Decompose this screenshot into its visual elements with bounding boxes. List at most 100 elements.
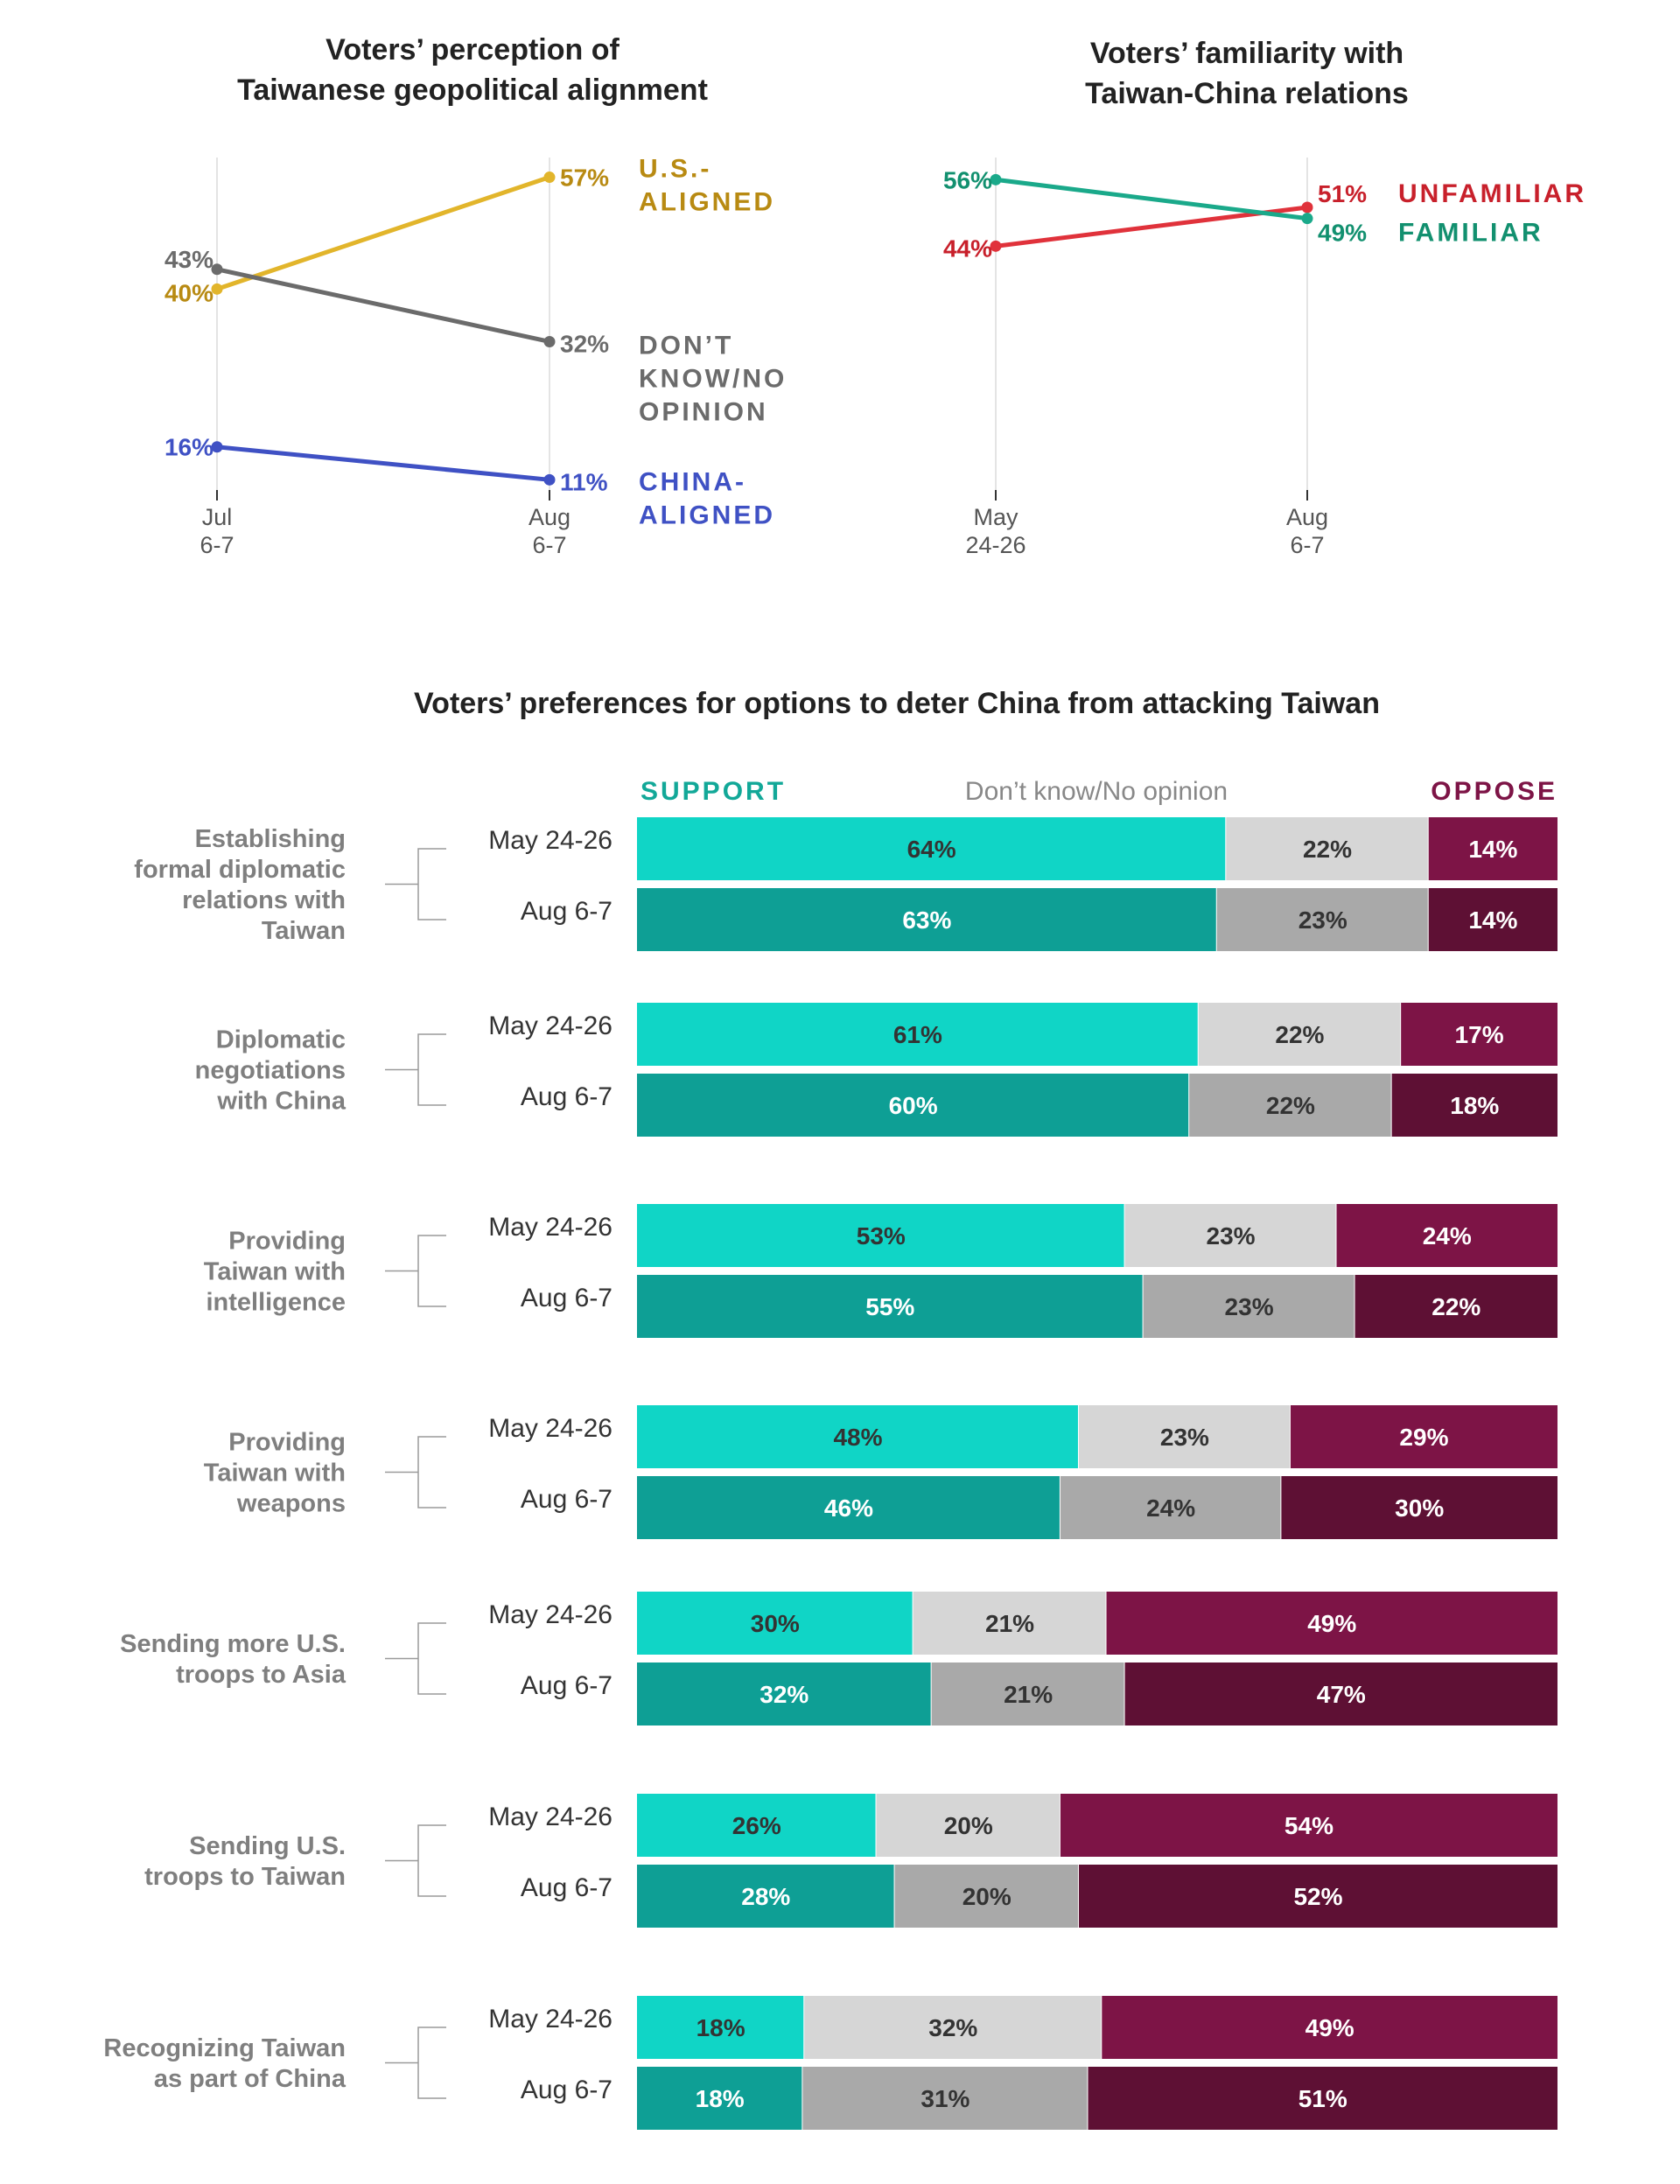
group-7-row-1-segment-support (637, 1996, 805, 2059)
group-7-row-1-segment-dont-know (804, 1996, 1102, 2059)
group-2-row-2-segment-support (637, 1074, 1190, 1137)
group-5-row-2-segment-label: 32% (760, 1681, 808, 1708)
group-7-row-1-segment-label: 18% (696, 2014, 746, 2041)
group-4-row-2-segment-support (637, 1476, 1060, 1539)
group-1-category-label: relations with (182, 886, 346, 914)
group-3-row-2-segment-dont-know (1143, 1275, 1355, 1338)
group-3-bracket (385, 1235, 446, 1307)
group-6: Sending U.S. troops to Taiwan May 24-26 26%… (144, 1794, 1558, 1928)
group-7-category-label: as part of China (154, 2065, 346, 2093)
group-2: Diplomatic negotiations with China May 24-2… (195, 1003, 1558, 1137)
group-5-row-1-segment-label: 49% (1307, 1610, 1356, 1637)
group-7-row-2-segment-label: 31% (920, 2085, 970, 2112)
slope-chart-1-x-tick-label: Jul (202, 504, 233, 530)
group-4-row-1-segment-label: 23% (1160, 1424, 1209, 1451)
slope-chart-2: Voters’ familiarity with Taiwan-China rel… (943, 37, 1584, 558)
group-3-row-2-segment-oppose (1354, 1275, 1558, 1338)
slope-chart-2-series-familiar-value-label: 56% (943, 166, 992, 193)
group-3-row-2-segment-label: 23% (1225, 1293, 1274, 1320)
slope-chart-1-title: Taiwanese geopolitical alignment (237, 74, 708, 107)
group-3-row-1-segment-support (637, 1204, 1125, 1267)
group-6-row-1-segment-support (637, 1794, 877, 1857)
group-5-row-1-date-label: May 24-26 (488, 1600, 612, 1629)
group-5-row-1-segment-label: 21% (985, 1610, 1034, 1637)
slope-chart-2-series-unfamiliar-value-label: 44% (943, 234, 992, 262)
group-5-row-2-date-label: Aug 6-7 (521, 1671, 612, 1700)
group-4-row-1-segment-dont-know (1078, 1405, 1291, 1468)
legend-oppose: OPPOSE (1431, 777, 1558, 806)
group-1-row-1-segment-label: 22% (1303, 836, 1352, 863)
group-6-row-1-segment-label: 54% (1284, 1812, 1334, 1839)
group-4-row-1-date-label: May 24-26 (488, 1414, 612, 1443)
slope-chart-1-x-tick-label: 6-7 (532, 532, 566, 558)
group-1-category-label: Establishing (195, 825, 346, 853)
group-5-row-2-segment-label: 47% (1317, 1681, 1366, 1708)
slope-chart-1-series-china-aligned-value-label: 11% (560, 468, 608, 495)
group-3-category-label: intelligence (206, 1289, 346, 1317)
group-5-row-1-segment-oppose (1106, 1592, 1558, 1655)
group-7-row-1-date-label: May 24-26 (488, 2005, 612, 2034)
group-3-row-2-date-label: Aug 6-7 (521, 1284, 612, 1312)
slope-chart-2-series-unfamiliar-point (990, 240, 1002, 252)
slope-chart-1-series-u-s-aligned-name-label: U.S.- (639, 155, 711, 184)
group-1-category-label: Taiwan (262, 917, 346, 945)
group-3-row-1-segment-oppose (1336, 1204, 1558, 1267)
group-6-category-label: troops to Taiwan (144, 1863, 346, 1891)
group-1-row-1-segment-support (637, 817, 1227, 880)
slope-chart-1-series-china-aligned-point (211, 441, 223, 453)
group-4-row-2-segment-label: 30% (1395, 1494, 1444, 1522)
group-2-category-label: with China (216, 1088, 346, 1116)
slope-chart-1-series-don-t-know-no-opinion-value-label: 43% (164, 246, 214, 273)
group-1-row-1-segment-label: 64% (907, 836, 956, 863)
group-3-row-1-segment-label: 23% (1207, 1222, 1256, 1250)
group-2-row-2-segment-label: 18% (1450, 1092, 1499, 1119)
group-2-row-1-segment-oppose (1401, 1003, 1558, 1066)
group-6-bracket (385, 1824, 446, 1897)
group-7-category-label: Recognizing Taiwan (103, 2034, 346, 2062)
slope-chart-1-series-don-t-know-no-opinion-point (543, 335, 556, 347)
group-4-category-label: weapons (236, 1490, 346, 1518)
group-1-row-1-date-label: May 24-26 (488, 826, 612, 855)
group-6-category-label: Sending U.S. (189, 1832, 346, 1860)
group-4-row-2-segment-oppose (1281, 1476, 1558, 1539)
group-1-row-2-segment-oppose (1428, 888, 1558, 951)
slope-chart-1-series-don-t-know-no-opinion-value-label: 32% (560, 330, 609, 357)
legend-dont-know: Don’t know/No opinion (965, 777, 1228, 806)
group-7-row-2-segment-support (637, 2067, 803, 2130)
group-3-row-2-segment-label: 22% (1432, 1293, 1480, 1320)
slope-chart-2-series-familiar-line (993, 177, 1310, 221)
slope-chart-1: Voters’ perception of Taiwanese geopoliti… (164, 33, 787, 558)
slope-chart-1-series-u-s-aligned-value-label: 57% (560, 164, 609, 192)
slope-chart-1-series-don-t-know-no-opinion-name-label: DON’T (639, 331, 733, 360)
group-4-bracket (385, 1436, 446, 1508)
group-6-row-2-segment-oppose (1078, 1865, 1558, 1928)
slope-chart-1-series-china-aligned-name-label: CHINA- (639, 467, 746, 496)
group-7-row-2-segment-label: 51% (1298, 2085, 1348, 2112)
group-6-row-1-segment-label: 26% (732, 1812, 781, 1839)
group-3-row-1-segment-label: 24% (1423, 1222, 1472, 1250)
group-5-bracket (385, 1622, 446, 1695)
slope-chart-1-series-china-aligned-value-label: 16% (164, 434, 214, 461)
group-3-category-label: Providing (228, 1228, 346, 1256)
group-5: Sending more U.S. troops to Asia May 24-26… (120, 1592, 1558, 1726)
slope-chart-1-series-don-t-know-no-opinion-name-label: KNOW/NO (639, 364, 787, 393)
group-7-bracket (385, 2026, 446, 2099)
group-3-row-2-segment-label: 55% (865, 1293, 914, 1320)
group-1-row-2-segment-label: 23% (1298, 906, 1348, 934)
group-6-row-1-date-label: May 24-26 (488, 1802, 612, 1831)
group-2-row-2-date-label: Aug 6-7 (521, 1082, 612, 1111)
group-4-row-2-segment-label: 24% (1146, 1494, 1195, 1522)
slope-chart-2-series-familiar-name-label: FAMILIAR (1398, 219, 1544, 248)
group-1-row-2-date-label: Aug 6-7 (521, 897, 612, 926)
group-3-category-label: Taiwan with (204, 1258, 346, 1286)
group-1-row-2-segment-label: 63% (902, 906, 951, 934)
slope-chart-2-series-familiar-value-label: 49% (1318, 220, 1367, 247)
slope-chart-1-series-u-s-aligned-name-label: ALIGNED (639, 188, 775, 217)
group-5-row-2-segment-dont-know (931, 1662, 1125, 1726)
group-5-category-label: troops to Asia (176, 1661, 346, 1689)
group-2-row-1-segment-label: 17% (1455, 1021, 1504, 1048)
